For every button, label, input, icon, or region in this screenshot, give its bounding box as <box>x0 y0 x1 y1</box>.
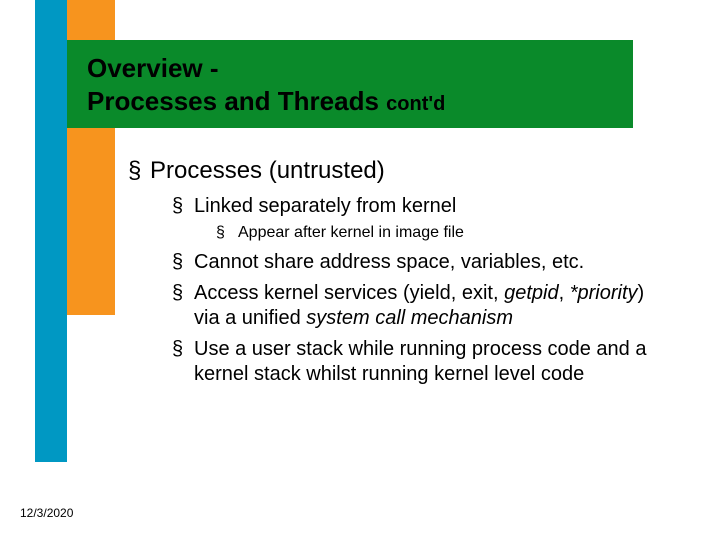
bullet-text-pre: Access kernel services (yield, exit, <box>194 282 504 304</box>
accent-bar-blue <box>35 0 67 462</box>
bullet-text-mid: , <box>559 282 570 304</box>
bullet-text: Linked separately from kernel <box>194 195 456 217</box>
title-line-2: Processes and Threads cont'd <box>87 85 633 118</box>
bullet-text: Appear after kernel in image file <box>238 224 464 241</box>
bullet-text: Use a user stack while running process c… <box>194 338 646 385</box>
bullet-text-italic-getpid: getpid <box>504 282 559 304</box>
title-suffix: cont'd <box>386 93 445 115</box>
title-main: Processes and Threads <box>87 86 386 116</box>
content-block: Processes (untrusted) Linked separately … <box>128 156 673 397</box>
bullet-linked-separately: Linked separately from kernel Appear aft… <box>172 194 673 244</box>
bullet-text-italic-syscall: system call mechanism <box>306 307 513 329</box>
bullet-access-kernel-services: Access kernel services (yield, exit, get… <box>172 281 673 331</box>
slide: Overview - Processes and Threads cont'd … <box>0 0 720 540</box>
bullet-user-stack: Use a user stack while running process c… <box>172 337 673 387</box>
bullet-processes-untrusted: Processes (untrusted) Linked separately … <box>128 156 673 387</box>
bullet-cannot-share: Cannot share address space, variables, e… <box>172 250 673 275</box>
bullet-text-italic-priority: *priority <box>570 282 638 304</box>
bullet-text: Processes (untrusted) <box>150 157 385 184</box>
footer-date: 12/3/2020 <box>20 506 73 520</box>
bullet-appear-after-kernel: Appear after kernel in image file <box>216 223 673 244</box>
title-line-1: Overview - <box>87 52 633 85</box>
bullet-text: Cannot share address space, variables, e… <box>194 251 584 273</box>
title-block: Overview - Processes and Threads cont'd <box>67 40 633 128</box>
